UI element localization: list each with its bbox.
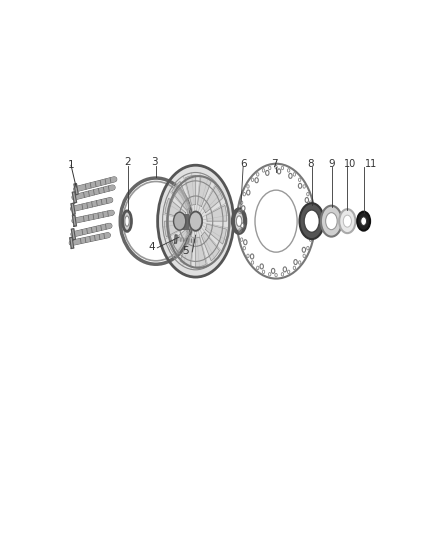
Ellipse shape xyxy=(361,217,367,225)
Ellipse shape xyxy=(244,240,247,245)
Polygon shape xyxy=(203,186,223,213)
Ellipse shape xyxy=(300,203,324,239)
Ellipse shape xyxy=(305,198,308,203)
Polygon shape xyxy=(72,215,76,227)
Polygon shape xyxy=(175,235,177,243)
Ellipse shape xyxy=(343,215,351,227)
Text: 5: 5 xyxy=(182,246,189,256)
Polygon shape xyxy=(185,175,196,205)
Text: 11: 11 xyxy=(365,159,378,168)
Text: 3: 3 xyxy=(152,157,158,167)
Polygon shape xyxy=(172,181,190,211)
Ellipse shape xyxy=(308,214,311,219)
Ellipse shape xyxy=(298,183,302,188)
Ellipse shape xyxy=(302,247,306,252)
Polygon shape xyxy=(165,198,186,218)
Text: 9: 9 xyxy=(328,159,335,168)
Ellipse shape xyxy=(272,269,275,273)
Ellipse shape xyxy=(237,216,242,227)
Polygon shape xyxy=(206,205,227,221)
Polygon shape xyxy=(205,224,226,244)
Ellipse shape xyxy=(307,231,311,237)
Polygon shape xyxy=(180,236,194,266)
Ellipse shape xyxy=(260,264,263,269)
Ellipse shape xyxy=(123,211,131,231)
Polygon shape xyxy=(74,183,78,195)
Polygon shape xyxy=(164,221,185,237)
Ellipse shape xyxy=(325,213,337,230)
Polygon shape xyxy=(71,229,75,240)
Ellipse shape xyxy=(339,209,356,233)
Ellipse shape xyxy=(125,216,129,227)
Ellipse shape xyxy=(304,210,319,232)
Ellipse shape xyxy=(240,223,244,228)
Text: 6: 6 xyxy=(240,159,247,168)
Ellipse shape xyxy=(189,212,202,231)
Ellipse shape xyxy=(321,206,342,237)
Ellipse shape xyxy=(357,212,370,231)
Ellipse shape xyxy=(289,173,292,179)
Ellipse shape xyxy=(294,260,297,264)
Text: 4: 4 xyxy=(148,241,155,252)
Ellipse shape xyxy=(277,169,281,174)
Ellipse shape xyxy=(255,177,258,183)
Ellipse shape xyxy=(247,190,250,195)
Ellipse shape xyxy=(283,267,286,272)
Polygon shape xyxy=(198,176,211,207)
Ellipse shape xyxy=(173,212,186,230)
Text: 10: 10 xyxy=(344,159,357,168)
Polygon shape xyxy=(201,232,219,261)
Polygon shape xyxy=(196,237,206,267)
Polygon shape xyxy=(72,192,77,203)
Polygon shape xyxy=(71,203,75,214)
Ellipse shape xyxy=(251,254,254,259)
Ellipse shape xyxy=(265,171,269,175)
Text: 7: 7 xyxy=(271,159,278,168)
Ellipse shape xyxy=(233,209,245,233)
Text: 2: 2 xyxy=(124,157,131,167)
Text: 1: 1 xyxy=(68,159,74,169)
Ellipse shape xyxy=(158,165,233,277)
Polygon shape xyxy=(169,230,188,256)
Polygon shape xyxy=(70,237,74,248)
Text: 8: 8 xyxy=(308,159,314,168)
Ellipse shape xyxy=(242,206,245,211)
